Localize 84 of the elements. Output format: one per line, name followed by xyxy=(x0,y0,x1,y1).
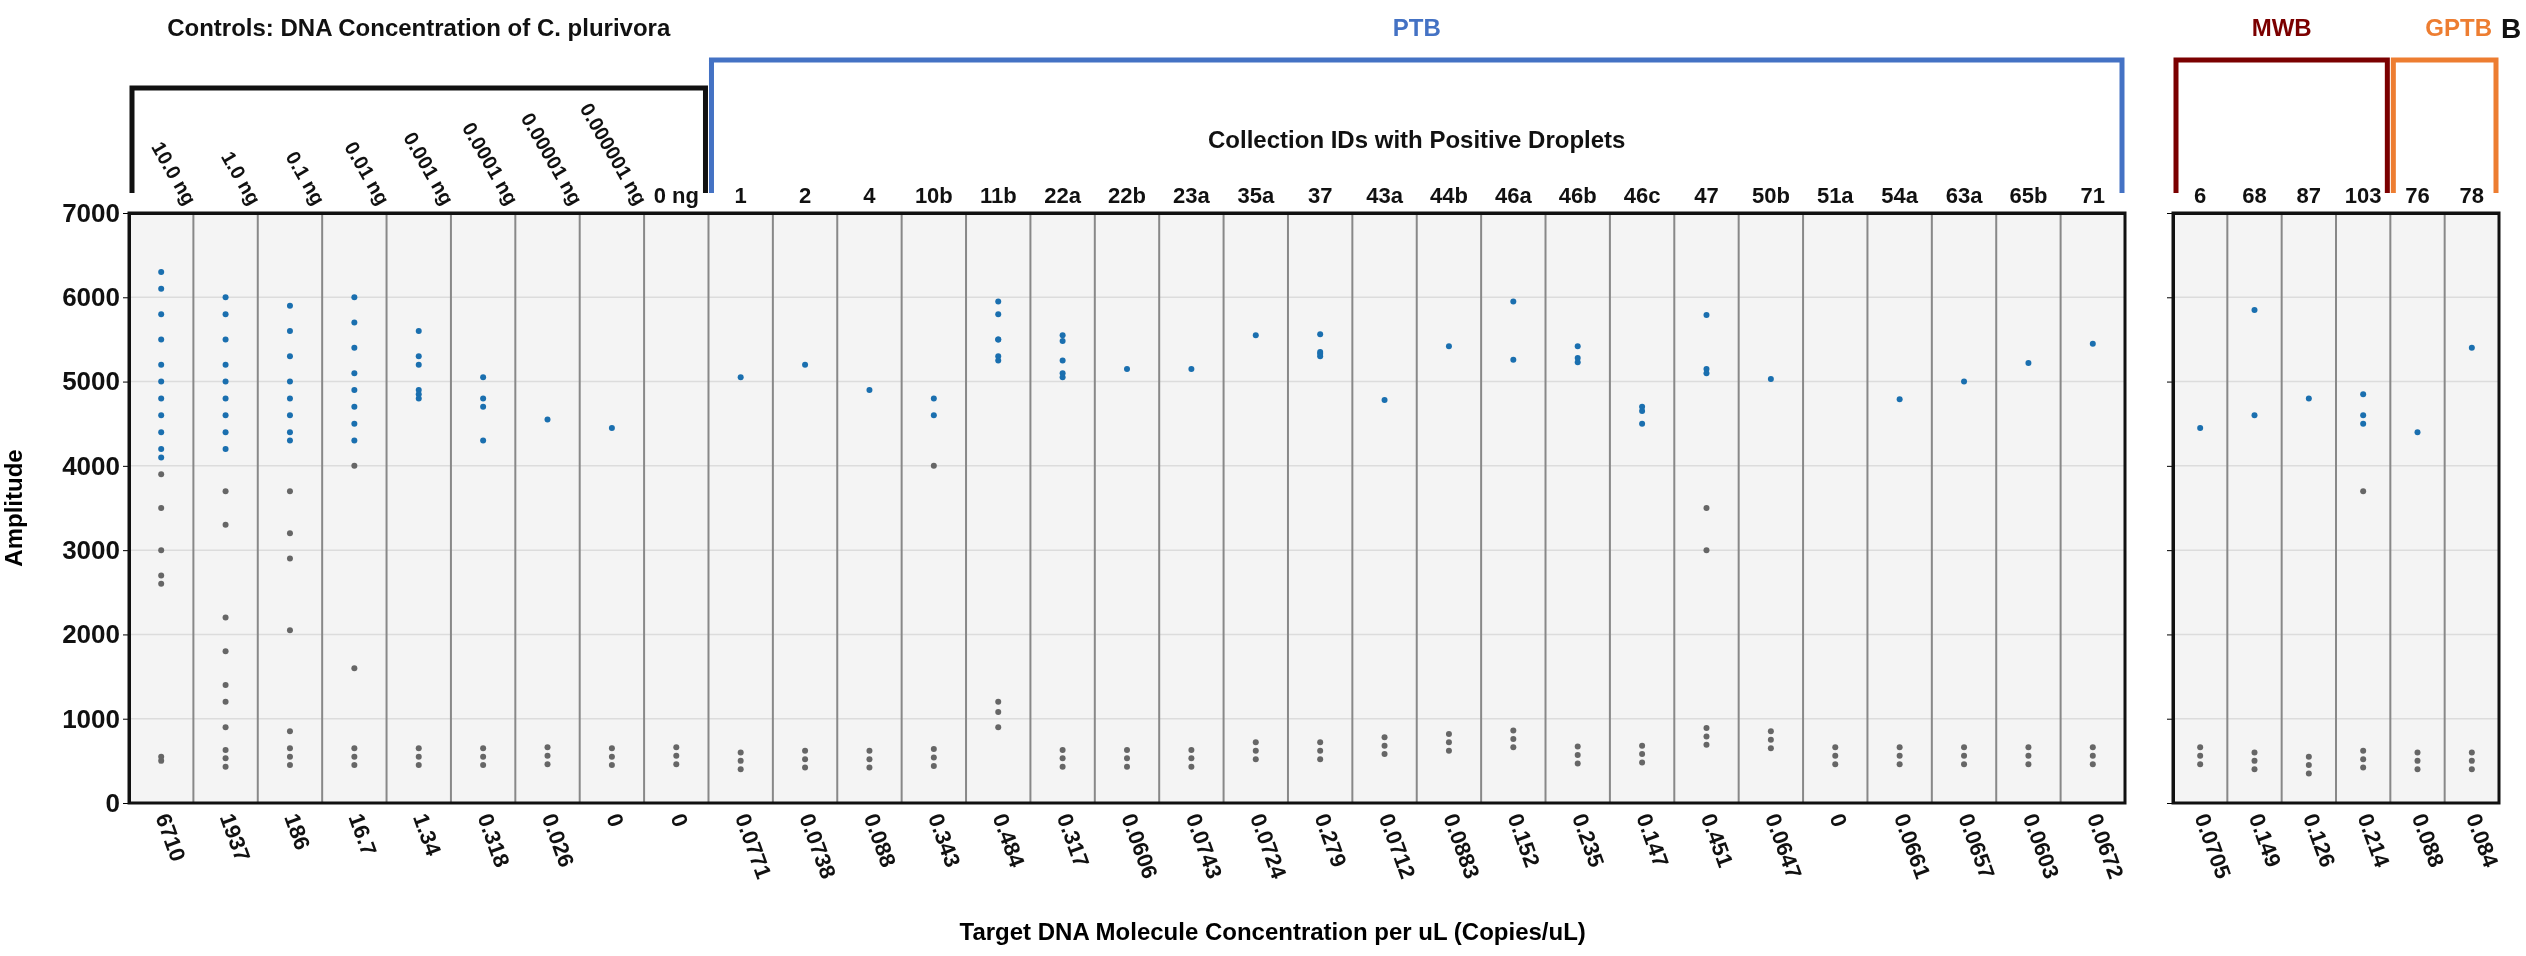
text: 0.317 xyxy=(1051,810,1095,871)
text: 0.0705 xyxy=(2189,810,2236,882)
x-tick-label: 68 xyxy=(2242,183,2267,209)
x-tick-label: 1.0 ng xyxy=(217,147,266,209)
x-tick-label: 10b xyxy=(914,183,953,209)
text: 0.451 xyxy=(1695,810,1739,871)
x-tick-label: 11b xyxy=(979,183,1017,209)
x-tick-label: 0 ng xyxy=(653,183,699,209)
text: 0.084 xyxy=(2461,810,2504,872)
text: 0.214 xyxy=(2352,810,2396,872)
text: 0 xyxy=(665,810,694,831)
x-tick-label: 50b xyxy=(1751,183,1790,209)
x-tick-label: 76 xyxy=(2405,183,2430,209)
text: 1937 xyxy=(214,810,256,865)
text: 0.0743 xyxy=(1180,810,1228,882)
text: 0.0724 xyxy=(1245,810,1292,883)
y-tick-label: 1000 xyxy=(62,703,120,734)
text: 0.0647 xyxy=(1760,810,1807,882)
x-tick-label: 2 xyxy=(798,183,812,209)
text: 0.0603 xyxy=(2017,810,2065,882)
text: 0.0771 xyxy=(729,810,777,882)
y-tick-label: 7000 xyxy=(62,197,120,228)
text: 16.7 xyxy=(343,810,382,859)
text: 0.149 xyxy=(2243,810,2287,871)
x-tick-label: 54a xyxy=(1881,183,1919,209)
y-axis-title: Amplitude xyxy=(0,449,27,567)
y-tick-label: 3000 xyxy=(62,534,120,565)
y-tick-label: 0 xyxy=(105,787,120,818)
y-tick-label: 5000 xyxy=(62,366,120,397)
text: 0.318 xyxy=(472,810,515,871)
x-tick-label: 103 xyxy=(2344,183,2382,209)
text: 0 xyxy=(1824,810,1853,831)
x-tick-label: 43a xyxy=(1366,183,1404,209)
y-tick-label: 2000 xyxy=(62,619,120,650)
text: 0.026 xyxy=(536,810,580,871)
text: 0.0606 xyxy=(1116,810,1163,882)
text: 0.0657 xyxy=(1953,810,2000,882)
x-tick-label: 22a xyxy=(1044,183,1082,209)
text: 0.088 xyxy=(858,810,902,871)
x-tick-label: 65b xyxy=(2009,183,2048,209)
text: 0.0883 xyxy=(1438,810,1485,882)
text: PTB xyxy=(1392,14,1441,41)
text: 0.235 xyxy=(1567,810,1610,871)
x-tick-label: 46c xyxy=(1623,183,1661,209)
text: 0.0661 xyxy=(1888,810,1936,882)
y-tick-label: 4000 xyxy=(62,450,120,481)
x-tick-label: 87 xyxy=(2296,183,2322,209)
text: B xyxy=(2501,13,2522,44)
text: 0.343 xyxy=(923,810,966,871)
x-tick-label: 63a xyxy=(1945,183,1984,209)
x-axis-title: Target DNA Molecule Concentration per uL (Copies/uL) xyxy=(959,918,1586,945)
x-tick-label: 1 xyxy=(734,183,747,209)
text: 0.484 xyxy=(987,810,1031,872)
text: Collection IDs with Positive Droplets xyxy=(1208,126,1626,153)
x-tick-label: 47 xyxy=(1694,183,1719,209)
x-tick-label: 22b xyxy=(1108,183,1146,209)
text: GPTB xyxy=(2425,14,2492,41)
text: MWB xyxy=(2251,14,2312,41)
text: 1.34 xyxy=(408,810,447,860)
x-tick-label: 0.1 ng xyxy=(281,147,330,209)
text: 0.088 xyxy=(2406,810,2450,871)
y-tick-label: 6000 xyxy=(62,282,120,313)
text: 186 xyxy=(279,810,316,854)
text: 0.0672 xyxy=(2082,810,2129,882)
text: 0 xyxy=(601,810,629,831)
x-tick-label: 23a xyxy=(1173,183,1211,209)
x-tick-label: 37 xyxy=(1307,183,1333,209)
text: 0.0712 xyxy=(1373,810,1421,882)
x-tick-label: 46b xyxy=(1558,183,1597,209)
x-tick-label: 46a xyxy=(1494,183,1533,209)
x-tick-label: 44b xyxy=(1429,183,1468,209)
text: 0.126 xyxy=(2298,810,2341,871)
x-tick-label: 6 xyxy=(2194,183,2207,209)
text: Controls: DNA Concentration of C. plurivora xyxy=(167,14,671,41)
x-tick-label: 71 xyxy=(2080,183,2106,209)
text: 0.0738 xyxy=(794,810,841,882)
x-tick-label: 51a xyxy=(1816,183,1855,209)
text: 0.279 xyxy=(1309,810,1352,871)
text: 6710 xyxy=(150,810,191,865)
x-tick-label: 78 xyxy=(2459,183,2485,209)
text: 0.147 xyxy=(1631,810,1674,871)
text: 0.152 xyxy=(1502,810,1545,871)
x-tick-label: 35a xyxy=(1237,183,1275,209)
x-tick-label: 4 xyxy=(863,183,877,209)
